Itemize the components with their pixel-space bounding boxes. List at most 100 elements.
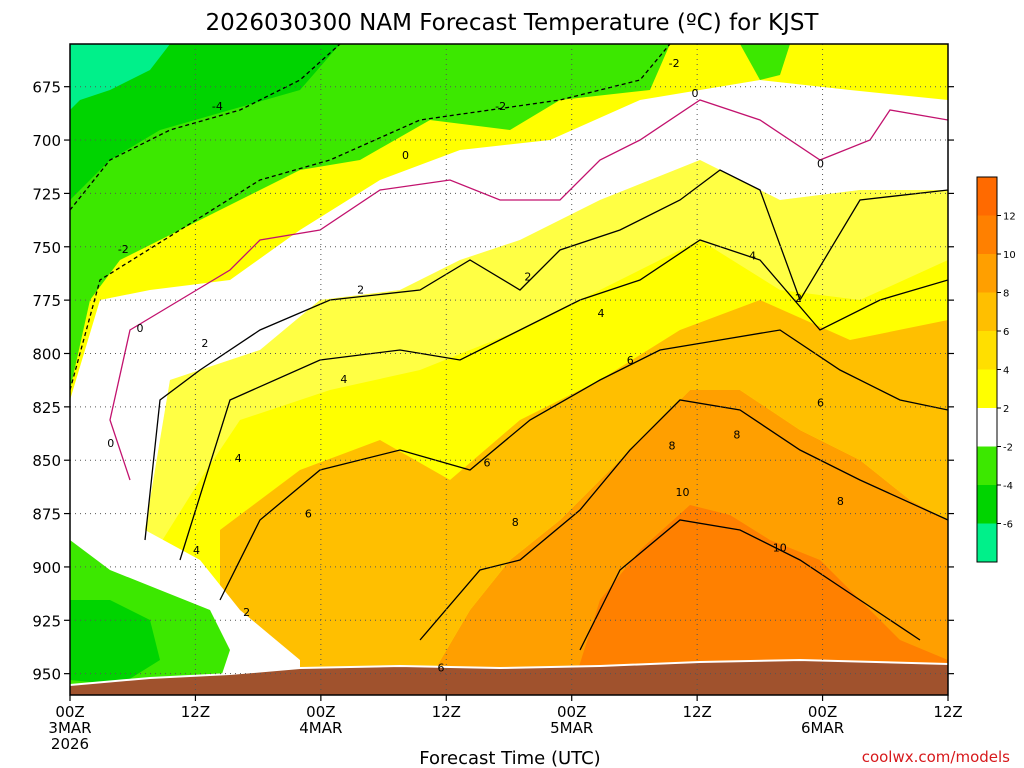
x-tick-label: 12Z — [181, 703, 210, 721]
contour-10 — [579, 519, 921, 651]
contour-label: 6 — [817, 397, 824, 410]
x-tick-label: 12Z — [682, 703, 711, 721]
contour-label: 10 — [773, 542, 787, 555]
credit-text: coolwx.com/models — [862, 748, 1010, 766]
terrain — [70, 660, 948, 695]
band-minus2-right — [740, 44, 790, 80]
colorbar-swatch — [977, 215, 997, 254]
y-tick-label: 900 — [32, 559, 61, 577]
contour-label: 4 — [193, 544, 200, 557]
contour-8 — [419, 399, 948, 641]
colorbar-label: 12 — [1003, 212, 1016, 223]
y-tick-label: 675 — [32, 79, 61, 97]
contour-label: 6 — [305, 508, 312, 521]
colorbar-swatch — [977, 408, 997, 447]
y-tick-label: 925 — [32, 612, 61, 630]
band-minus4 — [70, 44, 340, 200]
y-tick-label: 875 — [32, 506, 61, 524]
contour-labels: -2 -4 -2 0 0 0 -2 0 0 2 2 2 2 2 4 4 4 4 4 6 6 6 6 6 8 8 8 8 10 10 — [107, 57, 844, 674]
y-tick-label: 800 — [32, 345, 61, 363]
x-tick-label: 00Z — [55, 703, 84, 721]
band-10-12 — [570, 505, 948, 695]
colorbar-swatch — [977, 177, 997, 216]
plot-frame — [69, 43, 949, 696]
colorbar-label: 6 — [1003, 327, 1009, 338]
contour-label: 8 — [669, 439, 676, 452]
x-tick-label: 6MAR — [801, 719, 844, 737]
colorbar-label: 10 — [1003, 250, 1016, 261]
x-axis-label: Forecast Time (UTC) — [419, 748, 600, 768]
band-minus6 — [70, 44, 170, 110]
contour-label: 10 — [676, 486, 690, 499]
colorbar-swatch — [977, 523, 997, 562]
contour-label: 4 — [235, 452, 242, 465]
contour-label: 0 — [692, 87, 699, 100]
colorbar-swatch — [977, 254, 997, 293]
y-tick-label: 850 — [32, 452, 61, 470]
contour-label: 8 — [733, 429, 740, 442]
contour-label: 8 — [837, 495, 844, 508]
contour-label: 6 — [438, 661, 445, 674]
contour-label: 2 — [795, 292, 802, 305]
contour-label: 0 — [817, 158, 824, 171]
contour-label: 8 — [512, 516, 519, 529]
colorbar-swatch — [977, 446, 997, 485]
contour-2 — [144, 169, 948, 541]
contour-label: -2 — [669, 57, 680, 70]
band-6-8 — [220, 300, 948, 695]
contour-label: 0 — [107, 437, 114, 450]
y-tick-label: 825 — [32, 399, 61, 417]
contour-label: 2 — [201, 337, 208, 350]
chart-title: 2026030300 NAM Forecast Temperature (ºC)… — [206, 10, 820, 36]
contour-label: 4 — [340, 373, 347, 386]
y-tick-label: 950 — [32, 666, 61, 684]
x-tick-label: 12Z — [933, 703, 962, 721]
colorbar-swatch — [977, 485, 997, 524]
y-tick-label: 700 — [32, 132, 61, 150]
contour-label: 0 — [402, 149, 409, 162]
colorbar-swatch — [977, 292, 997, 331]
contour-label: -2 — [495, 100, 506, 113]
colorbar-label: -4 — [1003, 481, 1013, 492]
x-tick-label: 2026 — [51, 735, 89, 753]
contour-label: 4 — [597, 307, 604, 320]
colorbar-label: 8 — [1003, 289, 1009, 300]
contour-label: 2 — [524, 271, 531, 284]
colorbar-swatch — [977, 331, 997, 370]
y-tick-label: 725 — [32, 185, 61, 203]
colorbar-label: 4 — [1003, 366, 1009, 377]
grid — [70, 44, 948, 695]
contour-label: 2 — [357, 283, 364, 296]
plot-area: -2 -4 -2 0 0 0 -2 0 0 2 2 2 2 2 4 4 4 4 4 6 6 6 6 6 8 8 8 8 10 10 — [70, 44, 948, 695]
contour-minus2 — [70, 44, 671, 391]
terrain-edge — [70, 658, 948, 686]
contour-label: 6 — [627, 354, 634, 367]
x-tick-label: 3MAR — [48, 719, 91, 737]
band-2-4 — [145, 160, 948, 560]
contour-label: 6 — [484, 456, 491, 469]
y-tick-label: 750 — [32, 239, 61, 257]
x-tick-label: 4MAR — [299, 719, 342, 737]
contour-label: -2 — [118, 243, 129, 256]
colorbar-label: -6 — [1003, 520, 1013, 531]
x-tick-label: 00Z — [306, 703, 335, 721]
contour-label: -4 — [212, 100, 223, 113]
y-tick-label: 775 — [32, 292, 61, 310]
colorbar-swatch — [977, 369, 997, 408]
contour-label: 0 — [137, 322, 144, 335]
band-lowleft-green2 — [70, 600, 160, 685]
x-tick-label: 00Z — [808, 703, 837, 721]
contour-label: 2 — [243, 606, 250, 619]
x-tick-label: 5MAR — [550, 719, 593, 737]
colorbar-label: -2 — [1003, 443, 1013, 454]
band-minus2 — [70, 44, 670, 390]
contour-label: 4 — [749, 249, 756, 262]
x-tick-label: 00Z — [557, 703, 586, 721]
colorbar: -6 -4 -2 2 4 6 8 10 12 — [976, 176, 1016, 563]
contour-6 — [219, 329, 948, 601]
x-tick-label: 12Z — [432, 703, 461, 721]
colorbar-label: 2 — [1003, 404, 1009, 415]
